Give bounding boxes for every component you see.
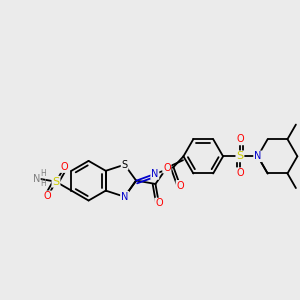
Text: O: O <box>155 199 163 208</box>
Text: O: O <box>176 181 184 191</box>
Text: N: N <box>121 192 128 202</box>
Text: H: H <box>40 169 46 178</box>
Text: H: H <box>40 179 46 188</box>
Text: O: O <box>61 162 68 172</box>
Text: N: N <box>33 174 40 184</box>
Text: O: O <box>236 168 244 178</box>
Text: S: S <box>236 151 244 161</box>
Text: O: O <box>236 134 244 145</box>
Text: N: N <box>254 151 261 161</box>
Text: S: S <box>122 160 128 170</box>
Text: S: S <box>52 177 59 187</box>
Text: O: O <box>163 163 171 173</box>
Text: O: O <box>44 191 51 201</box>
Text: N: N <box>151 169 158 179</box>
